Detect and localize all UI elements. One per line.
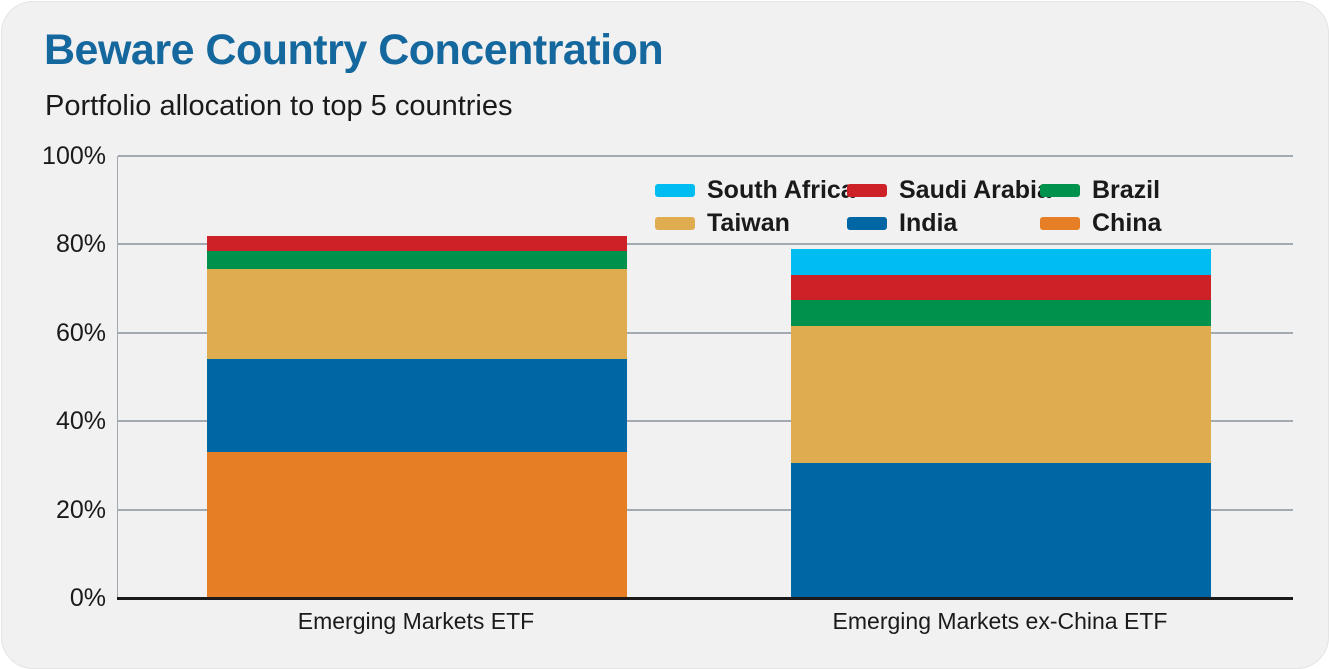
legend-swatch-brazil [1040,183,1080,197]
plot-area [117,155,1293,600]
bar-segment-saudi-arabia [207,235,627,252]
legend-item-brazil: Brazil [1040,175,1161,204]
legend-item-south-africa: South Africa [655,176,855,204]
legend-swatch-south-africa [655,183,695,197]
bar-segment-brazil [207,251,627,269]
gridline-60 [118,331,1293,334]
bar-segment-saudi-arabia [791,275,1211,300]
bar-segment-india [207,359,627,453]
y-tick-label-100: 100% [42,142,106,170]
legend-swatch-china [1040,216,1080,230]
legend-label-saudi-arabia: Saudi Arabia [899,175,1051,204]
legend-item-saudi-arabia: Saudi Arabia [847,176,1051,204]
legend-label-china: China [1092,208,1162,237]
gridline-40 [118,420,1293,423]
gridline-80 [118,243,1293,246]
legend-item-india: India [847,208,1040,237]
legend-swatch-taiwan [655,216,695,230]
legend-item-taiwan: Taiwan [655,208,847,237]
y-tick-label-20: 20% [55,495,106,524]
legend: South Africa Saudi Arabia Brazil Taiwan Indi… [655,175,1162,237]
bar-segment-brazil [791,299,1211,327]
bar-segment-india [791,463,1211,598]
legend-label-south-africa: South Africa [707,175,855,204]
x-axis-line [117,597,1293,600]
bar-emerging-markets-ex-china-etf [791,248,1211,598]
x-axis-label-emerging-markets-ex-china-etf: Emerging Markets ex-China ETF [832,608,1168,634]
y-tick-label-80: 80% [55,230,106,259]
legend-label-india: India [899,208,958,237]
y-tick-label-40: 40% [55,407,106,436]
bar-segment-taiwan [791,326,1211,464]
chart-subtitle: Portfolio allocation to top 5 countries [45,90,513,122]
y-tick-label-60: 60% [55,318,106,347]
y-tick-label-0: 0% [69,584,106,612]
chart-title: Beware Country Concentration [44,26,664,74]
bar-segment-south-africa [791,248,1211,276]
gridline-20 [118,508,1293,511]
legend-item-china: China [1040,208,1162,237]
x-axis-label-emerging-markets-etf: Emerging Markets ETF [297,608,535,634]
gridline-100 [118,155,1293,157]
bar-segment-taiwan [207,268,627,360]
legend-swatch-saudi-arabia [847,183,887,197]
bar-emerging-markets-etf [207,235,627,598]
bar-segment-china [207,452,627,598]
legend-swatch-india [847,216,887,230]
legend-label-taiwan: Taiwan [707,208,790,237]
legend-label-brazil: Brazil [1092,175,1161,204]
